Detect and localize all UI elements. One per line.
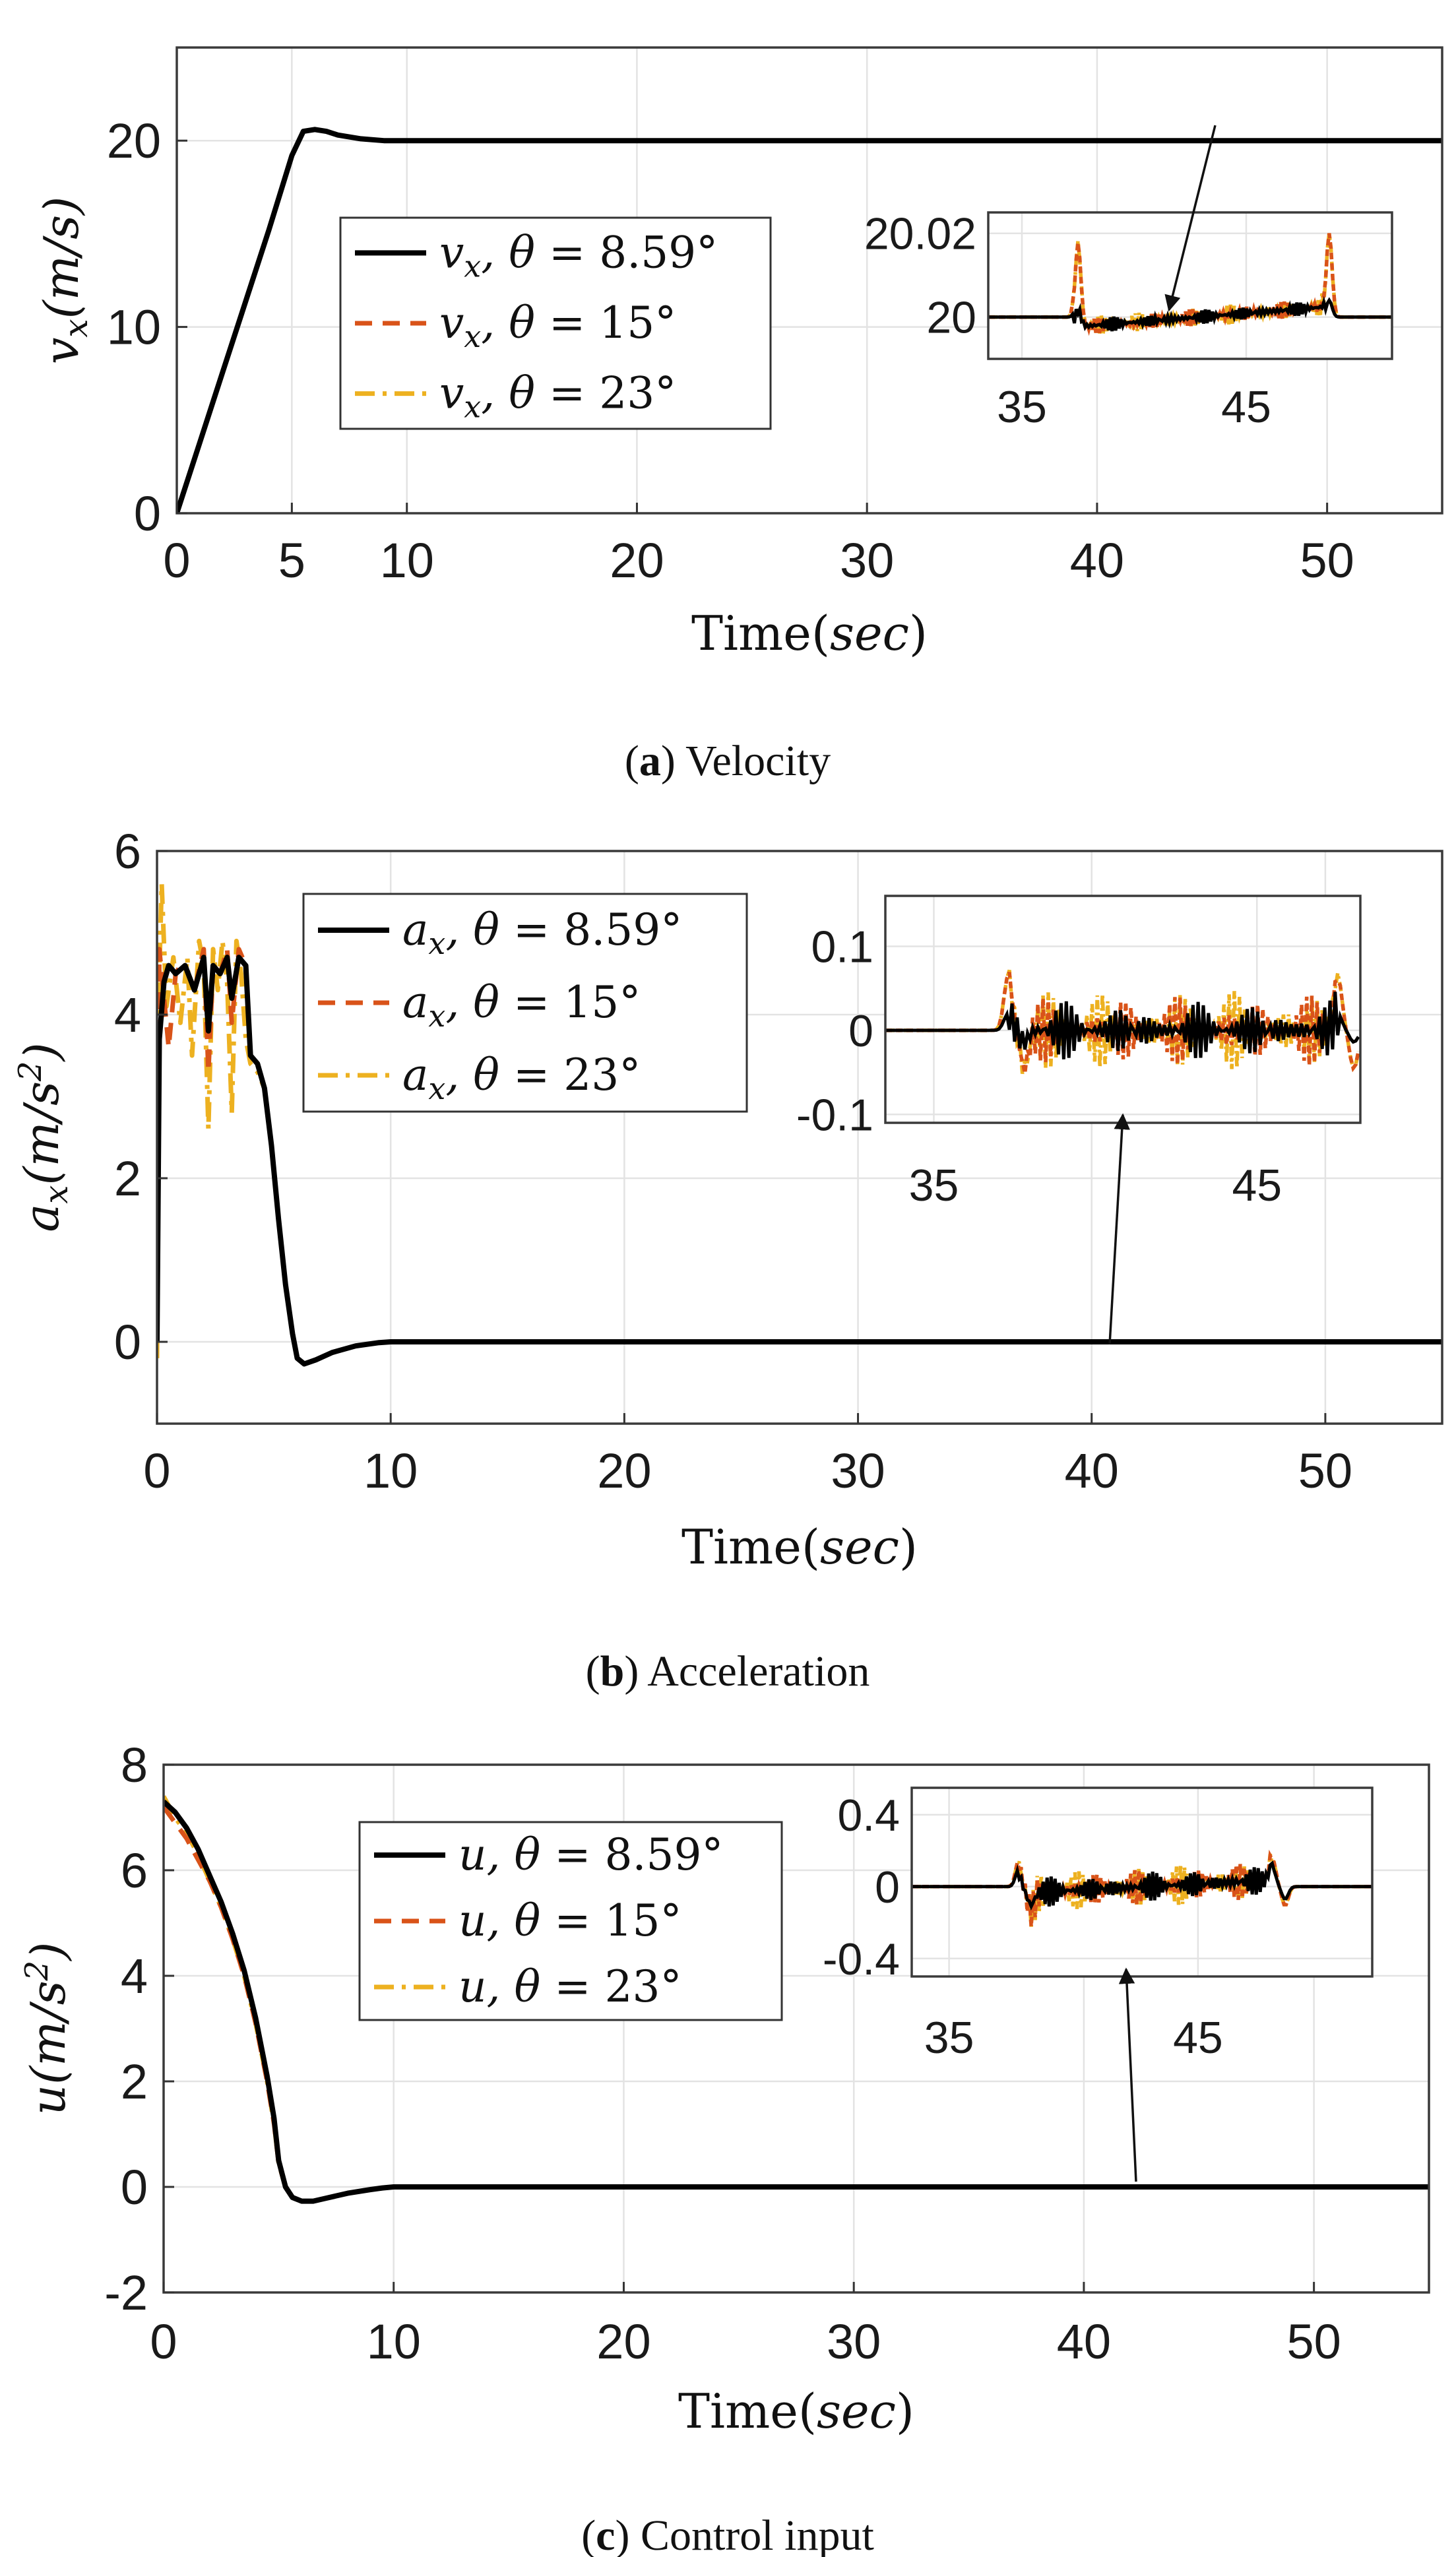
panel-1-x-tick-label-0: 0 — [163, 533, 190, 588]
panel-1-y-tick-label-0: 0 — [134, 486, 161, 541]
panel-2-inset-series-solid — [885, 992, 1360, 1059]
panel-1-x-tick-label-6: 50 — [1300, 533, 1354, 588]
panel-2-x-tick-label-1: 10 — [364, 1443, 418, 1498]
panel-2-inset-y-tick-label-1: 0 — [848, 1006, 873, 1056]
panel-2-inset: 35 45 -0.1 0 0.1 — [796, 895, 1362, 1211]
panel-1-x-tick-label-5: 40 — [1070, 533, 1124, 588]
panel-2-y-tick-label-1: 2 — [114, 1151, 141, 1206]
panel-3-x-axis-label: Time(sec) — [678, 2383, 914, 2439]
panel-1-y-tick-label-2: 20 — [107, 113, 161, 168]
panel-3-inset-frame — [910, 1786, 1374, 1978]
panel-3-x-tick-label-1: 10 — [367, 2314, 421, 2369]
panel-2-x-tick-label-5: 50 — [1298, 1443, 1352, 1498]
panel-3-y-tick-label-3: 4 — [121, 1949, 148, 2004]
panel-2-zoom-arrow — [1108, 1113, 1130, 1345]
panel-3-inset-y-tick-label-2: 0.4 — [837, 1790, 900, 1841]
panel-2-x-tick-label-3: 30 — [831, 1443, 885, 1498]
panel-3-legend-label-dashed: u, θ = 15° — [459, 1895, 681, 1946]
panel-2-caption: (b) Acceleration — [586, 1647, 870, 1695]
panel-3-y-axis-label: u(m/s2) — [18, 1942, 76, 2116]
panel-3-series-solid — [164, 1800, 1429, 2204]
panel-1-inset-x-tick-label-0: 35 — [997, 382, 1047, 432]
panel-1-series-solid — [177, 127, 1442, 513]
panel-3-y-tick-label-0: -2 — [104, 2265, 148, 2320]
panel-3-inset-y-tick-label-1: 0 — [875, 1862, 900, 1912]
panel-2-legend-label-dashdot: ax, θ = 23° — [402, 1050, 641, 1106]
panel-1-axes-frame — [175, 46, 1443, 515]
panel-3-legend-label-dashdot: u, θ = 23° — [459, 1961, 681, 2012]
panel-3-y-tick-label-2: 2 — [121, 2054, 148, 2109]
panel-1-x-tick-label-1: 5 — [278, 533, 305, 588]
panel-2-inset-plot-area — [885, 896, 1360, 1123]
panel-3-x-tick-label-0: 0 — [150, 2314, 177, 2369]
panel-3-inset-series-solid — [912, 1860, 1372, 1911]
panel-1-series-group — [177, 127, 1442, 513]
panel-1-y-tick-label-1: 10 — [107, 300, 161, 355]
panel-1-y-axis-label: vx(m/s) — [34, 197, 95, 365]
panel-2-x-tick-label-0: 0 — [143, 1443, 170, 1498]
panel-2-y-tick-label-0: 0 — [114, 1315, 141, 1370]
panel-1-x-tick-label-3: 20 — [610, 533, 664, 588]
panel-1-legend-label-dashdot: vx, θ = 23° — [439, 368, 676, 425]
panel-3-y-tick-label-5: 8 — [121, 1738, 148, 1792]
panel-3-inset: 35 45 -0.4 0 0.4 — [823, 1786, 1374, 2063]
panel-1-legend-label-solid: vx, θ = 8.59° — [439, 227, 718, 284]
panel-2-legend-label-dashed: ax, θ = 15° — [402, 977, 641, 1034]
panel-3-series-group — [164, 1795, 1429, 2204]
panel-1-inset-y-tick-label-0: 20 — [926, 293, 976, 343]
panel-2-x-axis-label: Time(sec) — [681, 1519, 918, 1575]
panel-2-y-tick-label-3: 6 — [114, 824, 141, 879]
panel-2-inset-x-tick-label-1: 45 — [1232, 1160, 1282, 1211]
panel-2-inset-y-tick-label-0: -0.1 — [796, 1090, 873, 1140]
panel-1-zoom-arrow — [1164, 125, 1217, 312]
panel-2-legend: ax, θ = 8.59° ax, θ = 15° ax, θ = 23° — [302, 893, 748, 1113]
panel-3-inset-x-tick-label-1: 45 — [1173, 2013, 1223, 2063]
panel-3-axes-frame — [162, 1763, 1430, 2294]
panel-2-series-solid — [157, 955, 1442, 1367]
panel-1-inset-plot-area — [988, 212, 1392, 359]
panel-1-chart: 0 5 10 20 30 40 50 0 10 20 Time(sec) vx(m/s) vx, θ =… — [34, 46, 1443, 785]
panel-1-x-tick-label-2: 10 — [380, 533, 434, 588]
panel-3-zoom-arrow — [1118, 1967, 1137, 2182]
panel-3-x-tick-label-5: 50 — [1286, 2314, 1341, 2369]
panel-3-y-tick-label-4: 6 — [121, 1843, 148, 1898]
panel-2-chart: 0 10 20 30 40 50 0 2 4 6 Time(sec) ax(m/s2) ax, θ = … — [12, 824, 1443, 1695]
panel-2-y-axis-label: ax(m/s2) — [12, 1042, 75, 1232]
panel-3-x-tick-label-4: 40 — [1057, 2314, 1111, 2369]
panel-1-inset-x-tick-label-1: 45 — [1221, 382, 1271, 432]
panel-1-caption: (a) Velocity — [625, 737, 831, 785]
panel-3-y-tick-label-1: 0 — [121, 2160, 148, 2215]
panel-2-x-tick-label-2: 20 — [597, 1443, 651, 1498]
panel-1-inset-frame — [987, 211, 1393, 360]
panel-3-caption: (c) Control input — [581, 2511, 874, 2557]
panel-1-x-axis-label: Time(sec) — [691, 606, 928, 661]
panel-2-y-tick-label-2: 4 — [114, 988, 141, 1042]
panel-2-inset-x-tick-label-0: 35 — [909, 1160, 959, 1211]
panel-2-axes-frame — [156, 850, 1443, 1425]
panel-1-legend: vx, θ = 8.59° vx, θ = 15° vx, θ = 23° — [339, 216, 772, 430]
panel-1-legend-label-dashed: vx, θ = 15° — [439, 298, 676, 354]
panel-3-x-tick-label-3: 30 — [827, 2314, 881, 2369]
panel-1-inset-series-solid — [988, 296, 1392, 332]
panel-3-legend-label-solid: u, θ = 8.59° — [459, 1829, 723, 1880]
panel-1-inset: 35 45 20 20.02 — [864, 209, 1393, 432]
panel-2-x-tick-label-4: 40 — [1065, 1443, 1119, 1498]
panel-1-inset-y-tick-label-1: 20.02 — [864, 209, 976, 259]
panel-3-legend: u, θ = 8.59° u, θ = 15° u, θ = 23° — [358, 1821, 783, 2021]
panel-2-inset-y-tick-label-2: 0.1 — [811, 922, 873, 972]
panel-3-inset-y-tick-label-0: -0.4 — [823, 1934, 900, 1984]
panel-3-x-tick-label-2: 20 — [596, 2314, 650, 2369]
panel-2-legend-label-solid: ax, θ = 8.59° — [402, 904, 682, 961]
panel-2-series-group — [157, 881, 1442, 1367]
panel-3-inset-x-tick-label-0: 35 — [924, 2013, 974, 2063]
panel-1-x-tick-label-4: 30 — [840, 533, 894, 588]
